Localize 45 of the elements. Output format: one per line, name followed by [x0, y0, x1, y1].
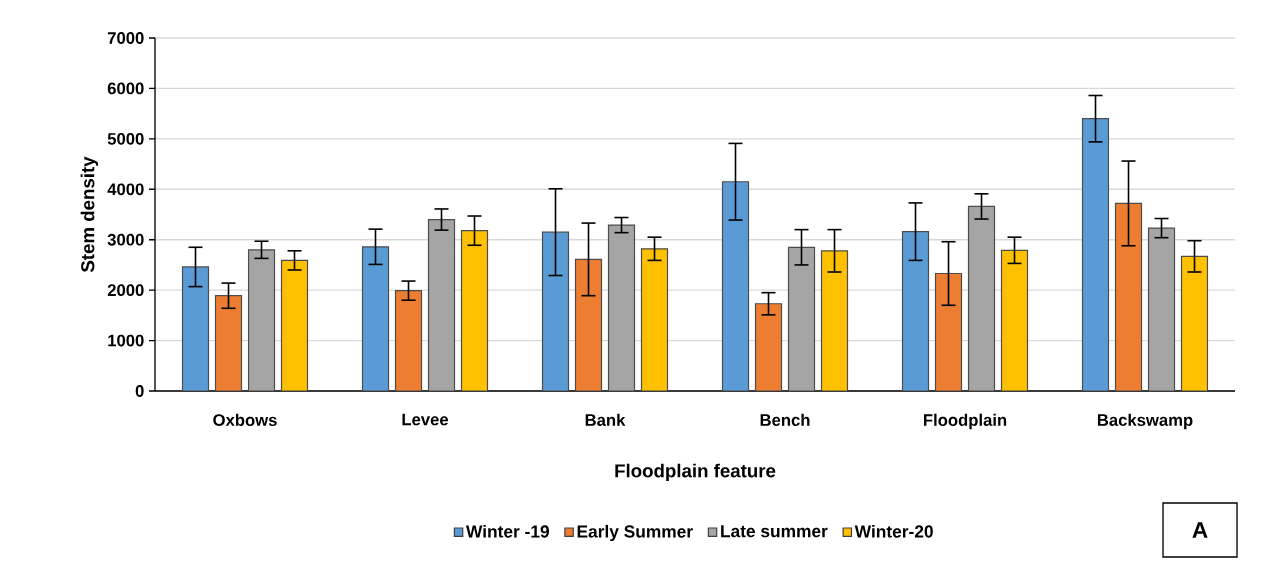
bar — [1081, 118, 1110, 391]
bar — [721, 181, 750, 391]
bar — [901, 231, 930, 391]
y-tick-label: 5000 — [107, 132, 144, 145]
bar — [607, 224, 636, 391]
legend-label: Early Summer — [577, 524, 693, 542]
bar — [280, 259, 309, 391]
bar — [460, 230, 489, 391]
bar — [541, 231, 570, 391]
bar — [787, 246, 816, 391]
bar — [181, 266, 210, 391]
y-tick-label: 7000 — [107, 32, 144, 44]
x-tick-label: Bank — [585, 413, 626, 426]
y-tick-label: 0 — [135, 385, 144, 397]
bar — [574, 258, 603, 391]
bar — [967, 205, 996, 391]
bar — [1147, 227, 1176, 391]
bar — [640, 248, 669, 391]
bar — [754, 303, 783, 391]
bar — [1000, 249, 1029, 391]
y-tick-label: 4000 — [107, 183, 144, 196]
x-tick-label: Oxbows — [213, 413, 277, 426]
bar — [1180, 255, 1209, 391]
x-tick-label: Levee — [402, 413, 449, 426]
x-axis-title: Floodplain feature — [615, 463, 776, 482]
x-tick-label: Bench — [760, 413, 810, 426]
x-tick-label: Floodplain — [923, 413, 1007, 430]
x-tick-label: Backswamp — [1097, 413, 1193, 430]
y-axis-title: Stem density — [80, 156, 99, 273]
text: A — [1192, 522, 1208, 538]
legend-label: Late summer — [721, 525, 828, 538]
bar — [1114, 202, 1143, 391]
bar — [934, 272, 963, 391]
bar — [820, 250, 849, 391]
bar — [427, 218, 456, 391]
legend-label: Winter -19 — [466, 524, 549, 538]
y-tick-label: 2000 — [107, 284, 144, 297]
y-tick-label: 6000 — [107, 82, 144, 95]
bar — [394, 290, 423, 391]
legend-label: Winter-20 — [854, 524, 933, 538]
y-tick-label: 1000 — [108, 334, 144, 347]
bar — [247, 249, 276, 391]
bar — [214, 295, 243, 391]
y-tick-label: 3000 — [107, 233, 144, 246]
bar — [361, 246, 390, 391]
